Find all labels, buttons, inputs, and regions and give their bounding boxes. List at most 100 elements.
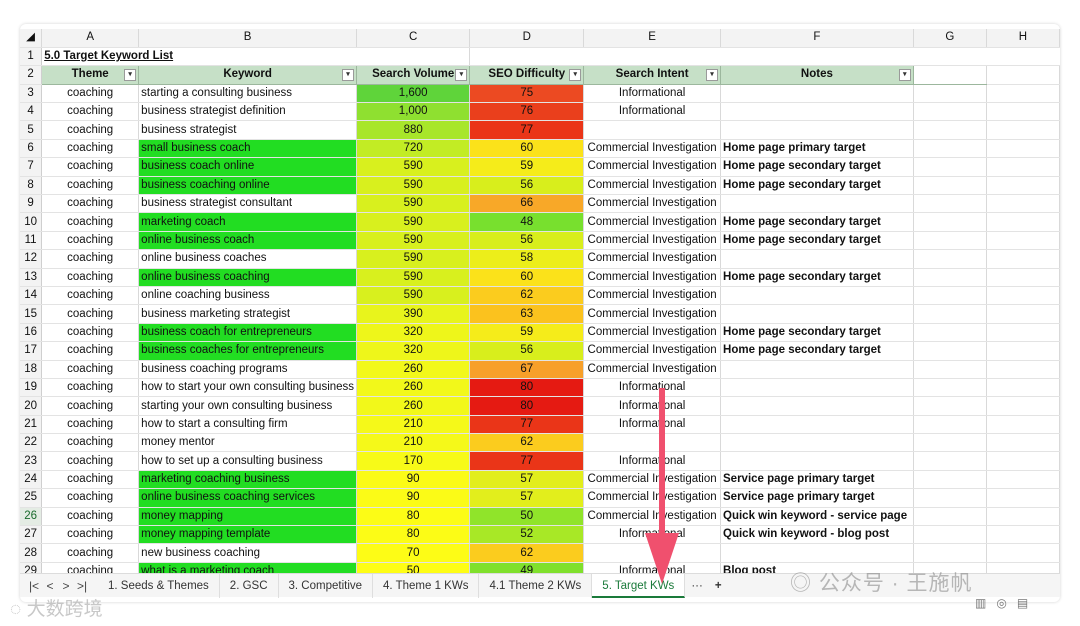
view-icon[interactable]: ◎ — [996, 596, 1007, 610]
empty-cell[interactable] — [986, 102, 1060, 122]
seo-difficulty-cell[interactable]: 62 — [469, 433, 585, 453]
seo-difficulty-cell[interactable]: 62 — [469, 286, 585, 306]
search-intent-cell[interactable]: Informational — [583, 378, 722, 398]
notes-cell[interactable] — [720, 304, 914, 324]
theme-cell[interactable]: coaching — [41, 157, 140, 177]
notes-cell[interactable]: Home page secondary target — [720, 231, 914, 251]
empty-cell[interactable] — [986, 323, 1060, 343]
notes-cell[interactable] — [720, 451, 914, 471]
empty-cell[interactable] — [913, 378, 987, 398]
search-volume-cell[interactable]: 590 — [356, 249, 471, 269]
keyword-cell[interactable]: business coaching programs — [138, 360, 358, 379]
search-intent-cell[interactable]: Commercial Investigation — [583, 176, 722, 196]
keyword-cell[interactable]: online business coach — [138, 231, 358, 251]
empty-cell[interactable] — [986, 360, 1060, 379]
row-header[interactable]: 25 — [20, 488, 43, 508]
notes-cell[interactable] — [720, 102, 914, 122]
empty-cell[interactable] — [986, 433, 1060, 453]
seo-difficulty-cell[interactable]: 58 — [469, 249, 585, 269]
notes-cell[interactable] — [720, 194, 914, 214]
column-header[interactable]: H — [986, 29, 1060, 48]
search-intent-cell[interactable]: Commercial Investigation — [583, 286, 722, 306]
theme-cell[interactable]: coaching — [41, 231, 140, 251]
table-header-cell[interactable]: Notes ▾ — [720, 65, 914, 85]
search-volume-cell[interactable]: 880 — [356, 120, 471, 140]
row-header[interactable]: 12 — [20, 249, 43, 269]
empty-cell[interactable] — [913, 176, 987, 196]
seo-difficulty-cell[interactable]: 76 — [469, 102, 585, 122]
table-header-cell[interactable]: Theme ▾ — [41, 65, 140, 85]
row-header[interactable]: 21 — [20, 415, 43, 435]
search-volume-cell[interactable]: 720 — [356, 139, 471, 159]
keyword-cell[interactable]: business strategist — [138, 120, 358, 140]
seo-difficulty-cell[interactable]: 57 — [469, 470, 585, 490]
empty-cell[interactable] — [986, 378, 1060, 398]
empty-cell[interactable] — [913, 507, 987, 527]
search-intent-cell[interactable]: Informational — [583, 451, 722, 471]
notes-cell[interactable]: Home page secondary target — [720, 341, 914, 361]
row-header[interactable]: 4 — [20, 102, 43, 122]
sheet-tab[interactable]: 2. GSC — [220, 573, 279, 598]
search-intent-cell[interactable] — [583, 433, 722, 453]
keyword-cell[interactable]: business coaching online — [138, 176, 358, 196]
search-volume-cell[interactable]: 90 — [356, 470, 471, 490]
sheet-tab[interactable]: 5. Target KWs — [592, 573, 686, 598]
row-header[interactable]: 19 — [20, 378, 43, 398]
search-intent-cell[interactable]: Commercial Investigation — [583, 507, 722, 527]
row-header[interactable]: 11 — [20, 231, 43, 251]
empty-cell[interactable] — [913, 470, 987, 490]
seo-difficulty-cell[interactable]: 59 — [469, 157, 585, 177]
search-volume-cell[interactable]: 80 — [356, 525, 471, 545]
empty-cell[interactable] — [913, 433, 987, 453]
seo-difficulty-cell[interactable]: 80 — [469, 378, 585, 398]
notes-cell[interactable] — [720, 433, 914, 453]
row-header[interactable]: 28 — [20, 543, 43, 563]
search-volume-cell[interactable]: 590 — [356, 286, 471, 306]
theme-cell[interactable]: coaching — [41, 341, 140, 361]
search-intent-cell[interactable]: Informational — [583, 102, 722, 122]
column-header[interactable]: G — [913, 29, 987, 48]
empty-cell[interactable] — [986, 139, 1060, 159]
row-header[interactable]: 10 — [20, 212, 43, 232]
empty-cell[interactable] — [986, 249, 1060, 269]
empty-cell[interactable] — [986, 194, 1060, 214]
search-volume-cell[interactable]: 260 — [356, 396, 471, 416]
empty-cell[interactable] — [913, 488, 987, 508]
empty-cell[interactable] — [986, 543, 1060, 563]
table-header-cell[interactable]: Search Intent ▾ — [583, 65, 722, 85]
theme-cell[interactable]: coaching — [41, 120, 140, 140]
prev-sheet-button[interactable]: < — [46, 578, 54, 593]
keyword-cell[interactable]: business marketing strategist — [138, 304, 358, 324]
notes-cell[interactable]: Quick win keyword - blog post — [720, 525, 914, 545]
search-intent-cell[interactable]: Commercial Investigation — [583, 268, 722, 287]
search-intent-cell[interactable]: Commercial Investigation — [583, 139, 722, 159]
empty-cell[interactable] — [913, 157, 987, 177]
notes-cell[interactable] — [720, 249, 914, 269]
row-header[interactable]: 9 — [20, 194, 43, 214]
notes-cell[interactable] — [720, 120, 914, 140]
search-volume-cell[interactable]: 70 — [356, 543, 471, 563]
theme-cell[interactable]: coaching — [41, 470, 140, 490]
table-header-cell[interactable]: Search Volume ▾ — [356, 65, 471, 85]
notes-cell[interactable]: Home page secondary target — [720, 268, 914, 287]
keyword-cell[interactable]: small business coach — [138, 139, 358, 159]
empty-cell[interactable] — [986, 120, 1060, 140]
search-volume-cell[interactable]: 210 — [356, 433, 471, 453]
row-header[interactable]: 27 — [20, 525, 43, 545]
table-header-cell[interactable]: Keyword ▾ — [138, 65, 358, 85]
theme-cell[interactable]: coaching — [41, 304, 140, 324]
row-header[interactable]: 8 — [20, 176, 43, 196]
seo-difficulty-cell[interactable]: 52 — [469, 525, 585, 545]
column-header[interactable]: B — [138, 29, 358, 48]
keyword-cell[interactable]: money mentor — [138, 433, 358, 453]
empty-cell[interactable] — [913, 360, 987, 379]
empty-cell[interactable] — [913, 139, 987, 159]
filter-dropdown-icon[interactable]: ▾ — [569, 69, 582, 82]
row-header[interactable]: 22 — [20, 433, 43, 453]
empty-cell[interactable] — [986, 525, 1060, 545]
seo-difficulty-cell[interactable]: 57 — [469, 488, 585, 508]
search-intent-cell[interactable]: Commercial Investigation — [583, 323, 722, 343]
notes-cell[interactable]: Home page secondary target — [720, 176, 914, 196]
column-header[interactable]: E — [583, 29, 722, 48]
empty-cell[interactable] — [913, 231, 987, 251]
